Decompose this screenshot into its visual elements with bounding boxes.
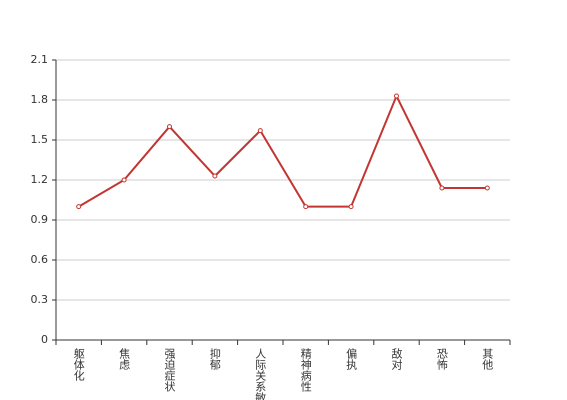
y-tick-label: 0.6 <box>31 253 49 266</box>
x-tick-label: 人际关系敏感 <box>254 348 267 400</box>
point <box>394 93 399 99</box>
y-tick-label: 1.8 <box>31 93 49 106</box>
point <box>212 173 218 179</box>
x-tick-label: 其他 <box>481 348 494 370</box>
line <box>78 93 488 208</box>
point <box>484 185 490 191</box>
point <box>348 204 354 210</box>
y-tick-label: 1.5 <box>31 133 49 146</box>
y-tick-label: 0.9 <box>31 213 49 226</box>
point <box>439 185 445 191</box>
x-tick-label: 恐怖 <box>435 348 448 370</box>
point <box>303 204 309 210</box>
y-tick-label: 2.1 <box>31 53 49 66</box>
x-tick-label: 焦虑 <box>118 348 131 370</box>
point <box>121 177 127 183</box>
point <box>257 128 263 134</box>
x-tick-label: 抑郁 <box>208 347 221 370</box>
x-tick-label: 躯体化 <box>72 348 85 382</box>
point <box>167 124 172 130</box>
y-tick-label: 1.2 <box>31 173 49 186</box>
y-tick-label: 0 <box>41 333 48 346</box>
y-tick-label: 0.3 <box>31 293 49 306</box>
x-tick-label: 敌对 <box>390 347 403 370</box>
x-tick-label: 偏执 <box>345 347 358 371</box>
x-tick-label: 精神病性 <box>299 348 312 393</box>
x-tick-label: 强迫症状 <box>163 348 176 392</box>
point <box>76 204 82 210</box>
